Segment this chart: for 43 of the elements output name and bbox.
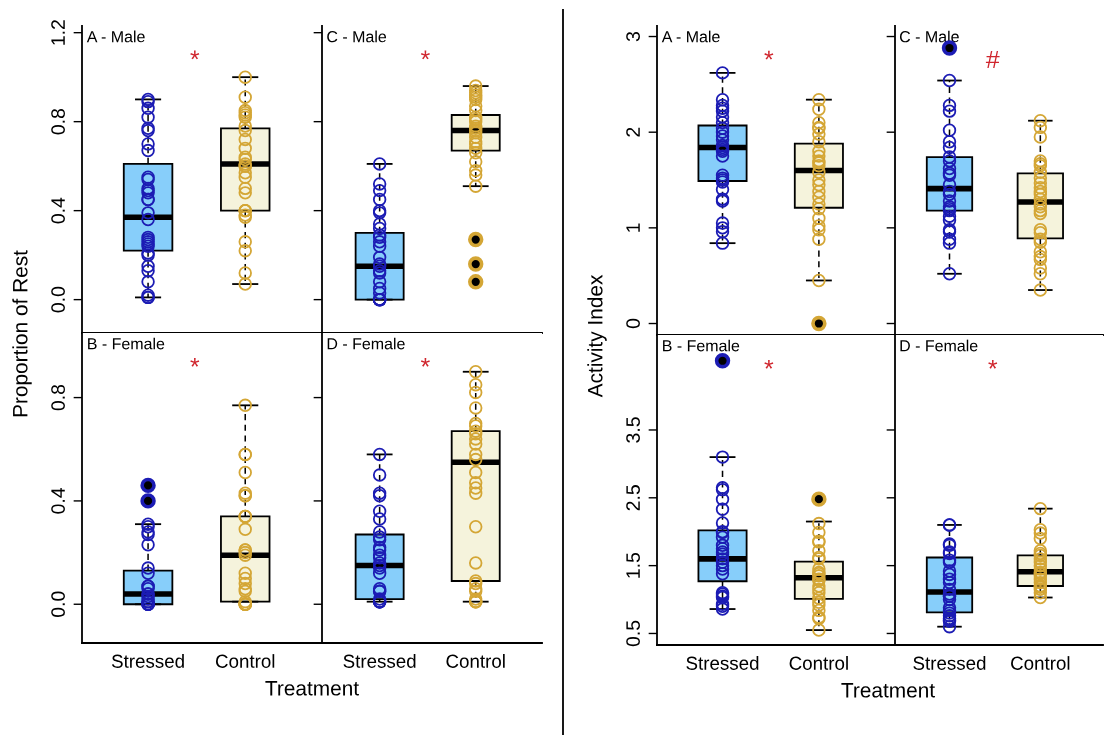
chart-title: A - Male (86, 30, 145, 43)
y-tick-label: 0.4 (51, 197, 65, 224)
y-tick-label: 0.8 (51, 108, 65, 135)
y-tick-label: 0 (626, 318, 640, 329)
x-axis-title: Treatment (265, 681, 359, 696)
x-tick-label: Control (789, 656, 848, 670)
x-axis-title: Treatment (841, 683, 935, 698)
y-tick-label: 2 (626, 127, 640, 137)
annotation: # (985, 50, 1000, 68)
y-tick-label: 1 (626, 223, 640, 232)
annotation: * (190, 50, 200, 60)
y-tick-label: 3 (626, 31, 640, 42)
y-tick-label: 0.8 (51, 384, 65, 411)
y-tick-label: 3.5 (626, 417, 640, 443)
annotation: * (988, 359, 998, 369)
chart-title: C - Male (327, 30, 387, 43)
y-tick-label: 1.2 (51, 20, 65, 45)
chart-title: C - Male (899, 30, 959, 43)
y-axis-title: Proportion of Rest (12, 250, 32, 417)
chart-title: B - Female (88, 337, 165, 350)
x-tick-label: Stressed (343, 654, 416, 668)
x-tick-label: Control (446, 654, 505, 668)
annotation: * (420, 50, 430, 60)
x-tick-label: Control (215, 654, 275, 668)
y-tick-label: 1.5 (626, 552, 640, 578)
x-tick-label: Stressed (686, 656, 759, 670)
y-tick-label: 0.4 (51, 487, 65, 514)
annotation: * (764, 50, 774, 60)
y-axis-title: Activity Index (587, 274, 607, 398)
annotation: * (764, 359, 774, 369)
chart-title: A - Male (661, 30, 720, 43)
y-tick-label: 0.5 (626, 620, 640, 647)
chart-title: D - Female (900, 339, 978, 352)
annotation: * (190, 357, 200, 367)
x-tick-label: Control (1011, 656, 1070, 670)
chart-title: B - Female (663, 339, 740, 352)
y-tick-label: 0.0 (51, 591, 65, 617)
chart-title: D - Female (327, 337, 405, 350)
y-tick-label: 2.5 (626, 485, 640, 511)
y-tick-label: 0.0 (51, 286, 65, 313)
x-tick-label: Stressed (111, 654, 184, 668)
annotation: * (420, 357, 430, 367)
x-tick-label: Stressed (913, 656, 986, 670)
